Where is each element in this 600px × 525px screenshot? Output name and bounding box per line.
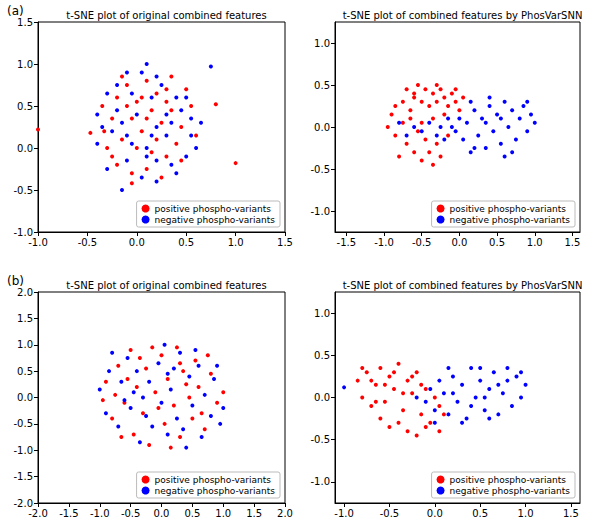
svg-text:1.5: 1.5 <box>17 313 33 324</box>
svg-text:2.0: 2.0 <box>17 287 33 298</box>
svg-text:(a): (a) <box>7 4 24 18</box>
svg-text:negative phospho-variants: negative phospho-variants <box>450 215 571 225</box>
svg-text:negative phospho-variants: negative phospho-variants <box>450 486 571 496</box>
svg-text:-1.0: -1.0 <box>13 226 33 238</box>
svg-text:-1.0: -1.0 <box>374 237 394 248</box>
svg-text:0.0: 0.0 <box>129 237 145 248</box>
svg-text:0.0: 0.0 <box>17 143 33 154</box>
svg-text:0.5: 0.5 <box>314 350 330 361</box>
svg-text:-0.5: -0.5 <box>13 185 33 196</box>
svg-text:positive phospho-variants: positive phospho-variants <box>450 204 567 214</box>
svg-text:-1.5: -1.5 <box>13 471 33 482</box>
svg-text:1.5: 1.5 <box>277 237 293 248</box>
svg-text:-0.5: -0.5 <box>13 418 33 429</box>
svg-text:positive phospho-variants: positive phospho-variants <box>155 204 272 214</box>
svg-text:-1.5: -1.5 <box>59 508 79 519</box>
svg-text:-0.5: -0.5 <box>310 164 330 175</box>
svg-text:0.5: 0.5 <box>17 366 33 377</box>
svg-text:1.5: 1.5 <box>563 508 579 519</box>
svg-text:t-SNE plot of original combine: t-SNE plot of original combined features <box>66 10 266 21</box>
svg-text:-0.5: -0.5 <box>310 434 330 445</box>
svg-text:negative phospho-variants: negative phospho-variants <box>155 486 276 496</box>
svg-text:0.0: 0.0 <box>427 508 443 519</box>
svg-text:-0.5: -0.5 <box>412 237 432 248</box>
svg-text:0.5: 0.5 <box>489 237 505 248</box>
svg-text:t-SNE plot of combined feature: t-SNE plot of combined features by PhosV… <box>343 280 583 291</box>
svg-text:(b): (b) <box>7 274 24 288</box>
svg-text:positive phospho-variants: positive phospho-variants <box>155 475 272 485</box>
svg-text:0.0: 0.0 <box>314 392 330 403</box>
svg-text:1.5: 1.5 <box>246 508 262 519</box>
svg-text:1.5: 1.5 <box>17 17 33 28</box>
svg-text:-1.5: -1.5 <box>337 237 357 248</box>
svg-text:1.0: 1.0 <box>17 59 33 70</box>
svg-text:0.5: 0.5 <box>314 80 330 91</box>
svg-text:1.5: 1.5 <box>565 237 581 248</box>
svg-text:-1.0: -1.0 <box>310 206 330 217</box>
svg-text:-2.0: -2.0 <box>13 497 33 509</box>
svg-text:-1.0: -1.0 <box>310 476 330 487</box>
svg-text:-1.0: -1.0 <box>28 237 48 248</box>
svg-text:0.0: 0.0 <box>17 392 33 403</box>
svg-text:positive phospho-variants: positive phospho-variants <box>450 475 567 485</box>
svg-text:0.5: 0.5 <box>184 508 200 519</box>
svg-text:1.0: 1.0 <box>518 508 534 519</box>
svg-text:1.0: 1.0 <box>228 237 244 248</box>
svg-text:-0.5: -0.5 <box>380 508 400 519</box>
svg-text:-1.0: -1.0 <box>13 445 33 456</box>
svg-text:negative phospho-variants: negative phospho-variants <box>155 215 276 225</box>
svg-text:-1.0: -1.0 <box>90 508 110 519</box>
svg-text:-1.0: -1.0 <box>334 508 354 519</box>
svg-text:0.5: 0.5 <box>17 101 33 112</box>
svg-text:-0.5: -0.5 <box>78 237 98 248</box>
svg-text:1.0: 1.0 <box>314 308 330 319</box>
svg-text:-2.0: -2.0 <box>28 508 48 519</box>
svg-text:0.5: 0.5 <box>178 237 194 248</box>
svg-text:2.0: 2.0 <box>277 508 293 519</box>
svg-text:0.5: 0.5 <box>472 508 488 519</box>
svg-text:1.0: 1.0 <box>17 339 33 350</box>
svg-text:-0.5: -0.5 <box>121 508 141 519</box>
svg-text:0.0: 0.0 <box>314 122 330 133</box>
svg-text:t-SNE plot of combined feature: t-SNE plot of combined features by PhosV… <box>343 10 583 21</box>
svg-text:0.0: 0.0 <box>451 237 467 248</box>
svg-text:1.0: 1.0 <box>314 38 330 49</box>
svg-text:t-SNE plot of original combine: t-SNE plot of original combined features <box>66 280 266 291</box>
svg-text:0.0: 0.0 <box>154 508 170 519</box>
svg-text:1.0: 1.0 <box>527 237 543 248</box>
svg-text:1.0: 1.0 <box>215 508 231 519</box>
